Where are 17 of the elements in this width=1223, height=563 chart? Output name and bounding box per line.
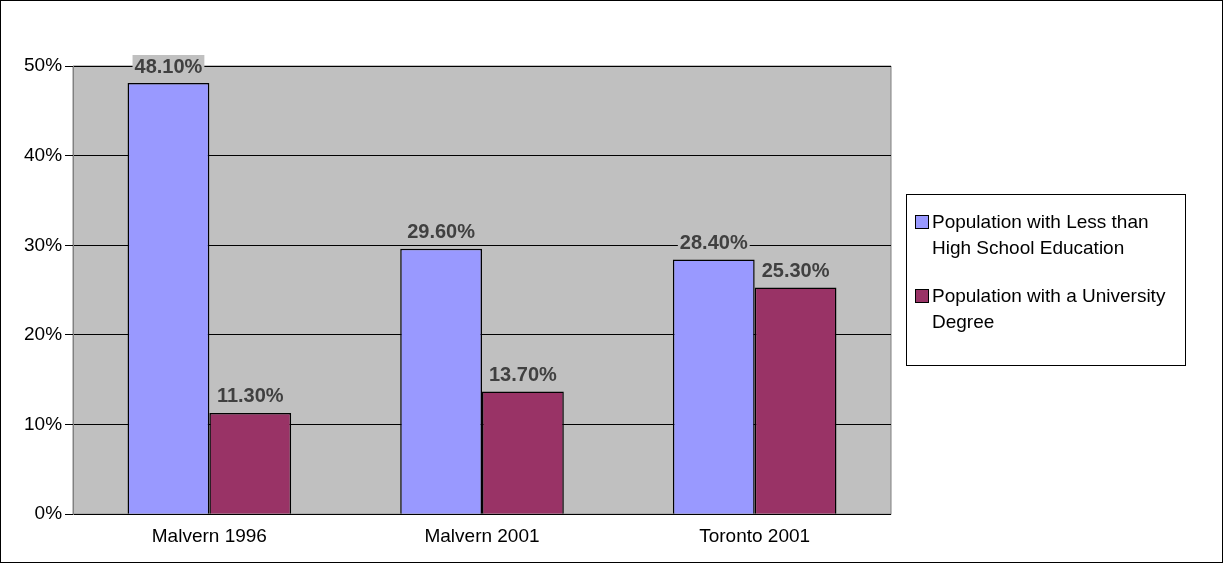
y-tick-label: 30% (24, 233, 63, 255)
y-tick-label: 20% (24, 323, 63, 345)
legend-label: Population with Less than High School Education (932, 210, 1150, 260)
data-label: 28.40% (679, 231, 748, 254)
x-tick-label: Malvern 1996 (151, 524, 267, 546)
data-label: 29.60% (407, 220, 476, 243)
legend-label: Population with a University Degree (932, 284, 1167, 334)
x-tick-label: Malvern 2001 (424, 524, 540, 546)
x-tick-label: Toronto 2001 (699, 524, 811, 546)
data-label: 25.30% (761, 258, 830, 281)
data-label: 48.10% (134, 54, 203, 77)
data-label: 13.70% (488, 362, 558, 385)
y-tick-label: 10% (24, 412, 63, 434)
y-tick-label: 0% (34, 502, 63, 524)
y-tick-label: 40% (24, 143, 63, 165)
data-label: 11.30% (216, 384, 284, 407)
y-tick-label: 50% (24, 54, 63, 76)
